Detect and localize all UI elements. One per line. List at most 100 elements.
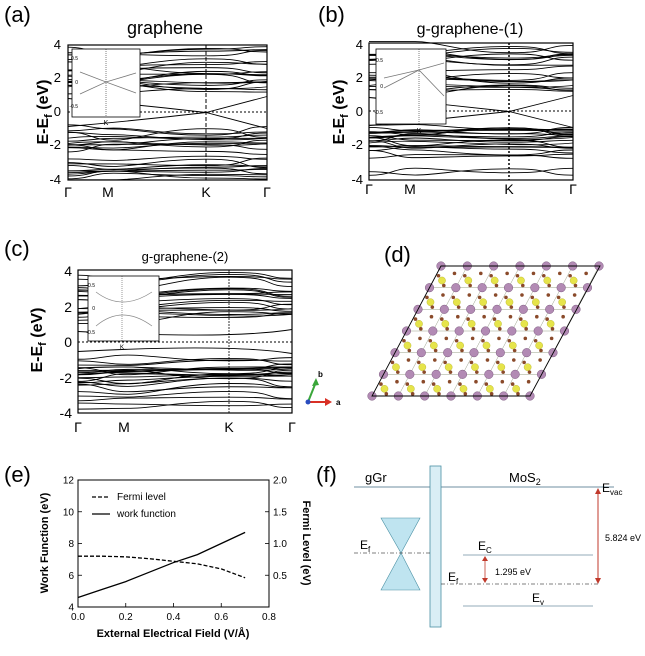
band-line [368,129,574,134]
c-atom [508,314,513,319]
s-atom [494,320,502,328]
c-atom [433,348,438,353]
c-atom [545,317,549,321]
s-atom [482,341,491,350]
c-atom [515,273,520,278]
mo-atom [431,369,441,379]
work-arrow-head-top [595,488,601,494]
panel-b-inset-ytick: 0 [380,84,383,90]
c-atom [379,382,383,386]
c-atom [568,273,572,278]
s-atom [433,385,441,393]
panel-f: (f) gGr MoS2 Evac Ef EC Ef Ev 1.295 eV 5… [316,462,641,628]
band-line [77,383,293,395]
band-line [77,372,293,377]
panel-a: (a) graphene E-Ef (eV) 4 2 0 -2 -4 Γ M K… [4,2,271,200]
band-line [77,400,293,410]
mo-atom [495,348,505,358]
c-atom [456,305,461,309]
c-atom [407,348,412,353]
panel-c-inset-band [95,291,153,303]
c-atom [546,293,551,297]
band-line [67,147,268,155]
c-atom [550,327,555,331]
band-line [67,157,268,167]
s-atom [407,385,415,393]
work-value: 5.824 eV [605,533,641,543]
c-atom [524,327,528,331]
c-atom [479,271,483,276]
c-atom [419,327,423,331]
panel-c-xtick: Γ [74,419,82,435]
c-atom [439,317,444,321]
panel-c-inset-ytick: 0 [92,306,95,312]
panel-c-inset: 0.5 0 -0.5 K [86,275,160,351]
panel-a-letter: (a) [4,2,31,27]
b-axis-label: b [318,370,323,379]
chart-x-tick-label: 0.6 [214,612,228,623]
c-atom [483,305,487,309]
c-atom [584,271,588,276]
band-line [77,371,293,379]
c-atom [390,360,395,365]
band-line [368,135,574,140]
panel-c-y-ticks: 4 2 0 -2 -4 [60,263,73,421]
panel-b-xtick: M [404,181,416,197]
mo-atom [466,304,476,314]
mo-atom [571,304,581,314]
panel-a-ylabel: E-Ef (eV) [35,79,55,144]
s-atom [512,385,520,393]
panel-b-ytick: -2 [351,137,363,152]
c-atom [497,336,501,341]
band-line [67,127,268,135]
s-atom [456,341,464,350]
c-atom [556,295,561,300]
panel-a-inset-band [79,81,137,95]
band-line [368,144,574,149]
mo-atom [480,326,491,336]
c-atom [402,338,406,343]
panel-c-ytick: 0 [64,334,72,350]
chart-y-left-tick-label: 12 [63,476,75,487]
chart-x-tick-label: 0.8 [262,612,276,623]
series-work-function-line [77,531,246,599]
ev-label: Ev [532,591,544,607]
s-atom [535,341,543,350]
s-atom [430,341,438,350]
band-line [67,170,268,180]
chart-xlabel: External Electrical Field (V/Å) [97,627,250,640]
band-line [368,145,574,156]
panel-a-inset-ytick: 0.5 [71,56,78,62]
dirac-cone-lower [380,552,421,591]
c-atom [516,392,520,396]
c-atom [458,382,462,386]
panel-c-inset-ytick: -0.5 [86,330,95,336]
c-atom [489,392,494,396]
panel-b-ytick: 0 [356,104,363,119]
band-line [67,172,268,180]
mo-atom [582,283,593,293]
dirac-band [67,112,268,129]
axis-origin [305,399,311,405]
c-atom [501,370,505,374]
panel-c-letter: (c) [4,236,30,261]
panel-e-letter: (e) [4,462,31,487]
panel-d-letter: (d) [384,242,411,267]
c-atom [521,283,525,288]
c-atom [436,273,441,278]
c-atom [561,314,565,319]
c-atom [539,348,543,353]
c-atom [518,317,523,321]
panel-a-ytick: 4 [54,37,61,52]
mo-atom [503,283,514,293]
c-atom [500,379,505,384]
c-atom [433,358,437,362]
band-line [77,383,293,393]
panel-b-inset-ytick: 0.5 [376,58,383,64]
band-line [77,396,293,402]
c-atom [538,358,542,362]
mo-atom [518,304,528,314]
panel-c-ytick: 2 [64,299,72,315]
s-atom [479,298,487,306]
band-line [368,126,574,135]
